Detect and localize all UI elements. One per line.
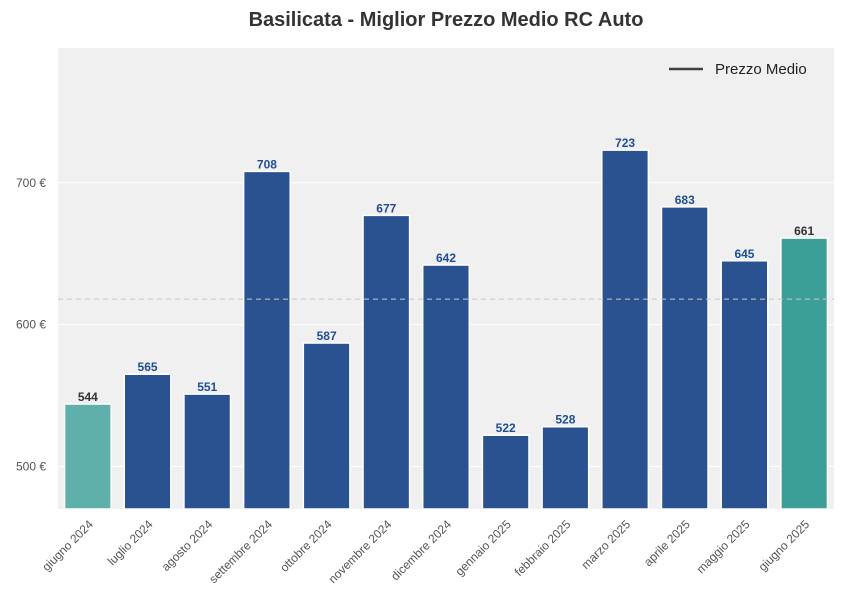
y-axis: 500 € 600 € 700 € (16, 176, 46, 474)
x-axis: giugno 2024 luglio 2024 agosto 2024settemb… (39, 517, 812, 586)
bar-value-label: 683 (675, 193, 695, 207)
chart-title: Basilicata - Miglior Prezzo Medio RC Aut… (249, 9, 644, 31)
bar-value-label: 522 (496, 421, 516, 435)
bar-value-label: 708 (257, 157, 277, 171)
bar-value-label: 661 (794, 224, 814, 238)
bar (302, 342, 351, 510)
x-tick-label: dicembre 2024 (388, 517, 454, 583)
bar (421, 264, 471, 510)
x-tick-label: marzo 2025 (578, 517, 633, 572)
x-tick-label: maggio 2025 (694, 517, 753, 576)
bar (720, 260, 769, 510)
bar (541, 425, 590, 510)
bar (123, 373, 172, 510)
bar (242, 170, 291, 510)
x-tick-label: aprile 2025 (641, 517, 693, 569)
bar-value-label: 565 (138, 360, 158, 374)
legend-label: Prezzo Medio (715, 61, 807, 78)
x-tick-label: febbraio 2025 (512, 517, 574, 579)
x-tick-label: luglio 2024 (105, 517, 156, 568)
bar-value-label: 587 (317, 329, 337, 343)
bar-value-label: 528 (555, 413, 575, 427)
legend: Prezzo Medio (669, 61, 807, 78)
bars: 544 565 551 708 587 677 642 522 528 723 683 645 661 (63, 136, 829, 510)
bar (183, 393, 232, 510)
x-tick-label: novembre 2024 (326, 517, 395, 586)
bar (481, 434, 530, 510)
bar-value-label: 645 (734, 247, 754, 261)
y-tick-label: 600 € (16, 318, 46, 332)
bar (63, 403, 112, 510)
bar-value-label: 723 (615, 136, 635, 150)
bar-value-label: 551 (197, 380, 217, 394)
x-tick-label: settembre 2024 (206, 517, 275, 586)
bar (660, 206, 709, 510)
bar (601, 149, 650, 510)
y-tick-label: 500 € (16, 459, 46, 473)
x-tick-label: gennaio 2025 (452, 517, 514, 579)
bar-value-label: 677 (376, 201, 396, 215)
y-tick-label: 700 € (16, 176, 46, 190)
bar-value-label: 544 (78, 390, 98, 404)
x-tick-label: ottobre 2024 (277, 517, 335, 575)
bar (780, 237, 829, 510)
x-tick-label: giugno 2025 (756, 517, 813, 574)
x-tick-label: giugno 2024 (39, 517, 96, 574)
bar (362, 214, 411, 510)
x-tick-label: agosto 2024 (159, 517, 216, 574)
bar-value-label: 642 (436, 251, 456, 265)
